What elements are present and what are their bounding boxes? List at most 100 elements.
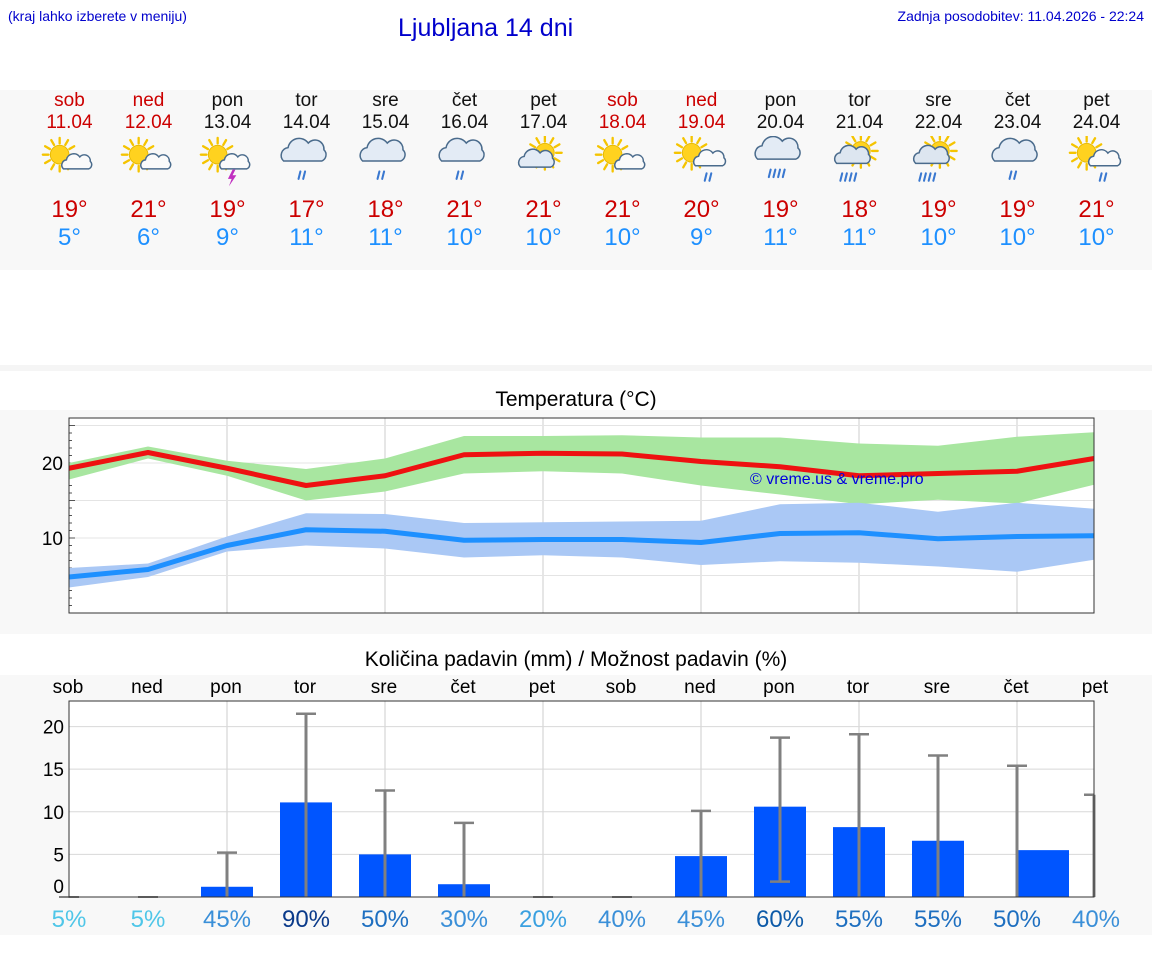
precip-probability: 55% <box>835 906 883 933</box>
min-temp: 6° <box>137 224 160 251</box>
day-date: 21.04 <box>835 112 884 133</box>
temperature-chart: 10 20 © vreme.us & vreme.pro <box>42 417 1095 614</box>
y-tick-label: 20 <box>43 718 64 739</box>
max-temp: 21° <box>130 196 167 223</box>
max-temp-range-band <box>69 432 1094 505</box>
min-temp: 11° <box>763 224 798 251</box>
precip-probability: 40% <box>598 906 646 933</box>
min-temp: 5° <box>58 224 81 251</box>
min-temp: 10° <box>604 224 641 251</box>
min-temp: 9° <box>216 224 239 251</box>
min-temp: 10° <box>446 224 483 251</box>
x-category-label: ned <box>684 677 716 698</box>
sun-cloud-icon <box>41 136 93 173</box>
day-date: 17.04 <box>519 112 568 133</box>
min-temp: 10° <box>1078 224 1115 251</box>
precip-probability: 50% <box>993 906 1041 933</box>
day-date: 20.04 <box>756 112 805 133</box>
cloud-rain-icon <box>438 137 485 180</box>
cloud-rain-icon <box>359 137 406 180</box>
x-category-label: pon <box>210 677 242 698</box>
max-temp: 17° <box>288 196 325 223</box>
y-tick-label: 15 <box>43 760 64 781</box>
page-title: Ljubljana 14 dni <box>398 14 574 42</box>
day-card: čet 16.04 21° 10° <box>425 90 504 252</box>
precip-probability: 90% <box>282 906 330 933</box>
x-category-label: sre <box>924 677 950 698</box>
daily-forecast-strip: sob 11.04 19° 5° ned 12.04 21° 6° pon 13.04 19° 9° t… <box>0 90 1152 270</box>
x-category-label: ned <box>131 677 163 698</box>
precipitation-chart-title: Količina padavin (mm) / Možnost padavin … <box>364 648 788 671</box>
day-card: tor 14.04 17° 11° <box>267 90 346 252</box>
day-date: 23.04 <box>993 112 1042 133</box>
max-temp: 19° <box>920 196 957 223</box>
sun-cloud-rain-icon <box>1068 136 1122 182</box>
x-category-label: pet <box>1082 677 1109 698</box>
min-temp: 11° <box>368 224 403 251</box>
precip-probability: 55% <box>914 906 962 933</box>
precip-probability: 5% <box>131 906 166 933</box>
y-tick-label: 10 <box>42 529 63 550</box>
max-temp: 21° <box>446 196 483 223</box>
precip-bar <box>1017 850 1069 897</box>
day-date: 13.04 <box>203 112 252 133</box>
plot-frame <box>68 417 1095 614</box>
min-temp: 10° <box>999 224 1036 251</box>
day-name: sob <box>607 90 638 111</box>
min-temp-range-band <box>69 502 1094 588</box>
sun-cloud-heavy-rain-icon <box>834 136 879 182</box>
min-temp: 9° <box>690 224 713 251</box>
day-card: sre 15.04 18° 11° <box>346 90 425 252</box>
max-temp: 19° <box>762 196 799 223</box>
precip-probability: 45% <box>677 906 725 933</box>
precip-probability: 60% <box>756 906 804 933</box>
day-name: ned <box>132 90 165 111</box>
day-name: pet <box>1083 90 1110 111</box>
x-category-label: tor <box>847 677 870 698</box>
plot-frame <box>68 700 1095 898</box>
day-card: pet 24.04 21° 10° <box>1057 90 1136 252</box>
max-temp-line <box>68 450 1095 488</box>
x-category-label: čet <box>450 677 476 698</box>
day-name: sob <box>54 90 85 111</box>
day-name: tor <box>848 90 871 111</box>
min-temp: 10° <box>920 224 957 251</box>
day-card: ned 12.04 21° 6° <box>109 90 188 252</box>
precip-probability: 45% <box>203 906 251 933</box>
temperature-chart-title: Temperatura (°C) <box>495 388 657 411</box>
day-name: sre <box>925 90 952 111</box>
sun-behind-cloud-icon <box>518 136 563 171</box>
day-name: ned <box>685 90 718 111</box>
day-name: pon <box>764 90 797 111</box>
day-card: sob 18.04 21° 10° <box>583 90 662 252</box>
precip-probability: 50% <box>361 906 409 933</box>
y-tick-label: 10 <box>43 803 64 824</box>
day-card: pon 20.04 19° 11° <box>741 90 820 252</box>
precipitation-chart: sob ned pon tor sre čet pet sob ned pon tor sre čet p… <box>43 677 1120 933</box>
max-temp: 19° <box>999 196 1036 223</box>
max-temp: 18° <box>841 196 878 223</box>
day-card: sre 22.04 19° 10° <box>899 90 978 252</box>
precip-probability: 30% <box>440 906 488 933</box>
y-tick-label: 0 <box>53 877 64 898</box>
divider <box>0 365 1152 371</box>
y-tick-label: 5 <box>53 845 64 866</box>
x-category-label: tor <box>294 677 317 698</box>
day-date: 14.04 <box>282 112 331 133</box>
cloud-rain-icon <box>991 137 1038 180</box>
sun-cloud-icon <box>120 136 172 173</box>
min-temp-line <box>68 527 1095 580</box>
x-category-label: sob <box>606 677 637 698</box>
min-temp: 10° <box>525 224 562 251</box>
min-temp: 11° <box>842 224 877 251</box>
menu-hint: (kraj lahko izberete v meniju) <box>8 8 187 24</box>
max-temp: 19° <box>51 196 88 223</box>
max-temp: 21° <box>604 196 641 223</box>
day-date: 15.04 <box>361 112 410 133</box>
watermark: © vreme.us & vreme.pro <box>750 471 924 488</box>
day-card: pon 13.04 19° 9° <box>188 90 267 252</box>
day-name: sre <box>372 90 399 111</box>
last-update: Zadnja posodobitev: 11.04.2026 - 22:24 <box>897 8 1144 24</box>
max-temp: 19° <box>209 196 246 223</box>
max-temp: 20° <box>683 196 720 223</box>
